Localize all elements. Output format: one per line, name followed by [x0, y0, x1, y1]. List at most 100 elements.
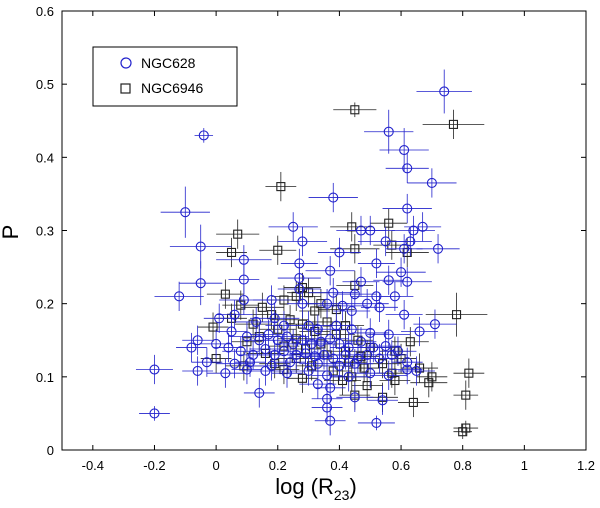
point-marker-circle [325, 415, 336, 426]
data-point-ngc628 [385, 300, 423, 330]
point-marker-square [362, 381, 372, 391]
data-point-ngc628 [277, 226, 328, 257]
point-marker-circle [392, 346, 404, 357]
data-point-ngc628 [234, 307, 278, 337]
point-marker-circle [402, 276, 413, 287]
point-marker-circle [263, 329, 274, 340]
point-marker-square [461, 390, 471, 400]
data-point-ngc628 [336, 382, 374, 412]
point-marker-circle [371, 258, 382, 269]
point-marker-square [297, 373, 307, 383]
data-point-ngc6946 [453, 424, 472, 440]
point-marker-circle [195, 278, 206, 289]
point-marker-circle [254, 387, 265, 398]
point-marker-circle [325, 382, 336, 393]
data-point-ngc628 [169, 224, 232, 269]
point-marker-circle [192, 365, 203, 377]
data-point-ngc6946 [422, 109, 485, 140]
data-point-ngc628 [216, 300, 254, 330]
data-point-ngc628 [314, 373, 346, 403]
data-point-ngc628 [376, 340, 408, 370]
data-point-ngc6946 [240, 292, 284, 322]
y-tick-label: 0.3 [36, 224, 54, 239]
point-marker-circle [380, 341, 391, 352]
data-point-ngc628 [317, 291, 368, 321]
point-marker-circle [386, 349, 397, 360]
legend-label-ngc6946: NGC6946 [141, 80, 203, 96]
data-point-ngc628 [370, 331, 402, 361]
data-point-ngc6946 [453, 380, 479, 410]
point-marker-circle [312, 358, 323, 369]
data-point-ngc628 [203, 303, 235, 333]
data-point-ngc628 [305, 256, 355, 286]
point-marker-square [226, 247, 237, 257]
x-tick-label: -0.4 [82, 458, 104, 473]
y-axis-label: P [0, 225, 23, 240]
point-marker-circle [399, 309, 410, 320]
point-marker-circle [340, 349, 351, 360]
data-point-ngc628 [290, 356, 328, 386]
point-marker-circle [214, 313, 225, 324]
data-point-ngc628 [176, 332, 207, 363]
data-point-ngc628 [330, 362, 368, 392]
data-point-ngc628 [290, 338, 321, 369]
point-marker-circle [266, 360, 277, 371]
data-point-ngc6946 [197, 312, 229, 342]
data-point-ngc628 [277, 274, 321, 304]
data-point-ngc628 [250, 303, 300, 333]
data-point-ngc628 [311, 324, 349, 354]
point-marker-circle [399, 243, 410, 254]
point-marker-circle [297, 236, 308, 247]
data-point-ngc628 [160, 186, 210, 238]
point-marker-circle [281, 331, 293, 342]
point-marker-circle [238, 274, 249, 285]
point-marker-circle [192, 335, 203, 346]
point-marker-square [273, 245, 283, 255]
data-point-ngc628 [370, 360, 408, 391]
data-point-ngc628 [296, 341, 334, 371]
point-marker-circle [241, 331, 252, 342]
point-marker-circle [315, 336, 326, 347]
point-marker-circle [349, 358, 360, 369]
x-axis-label: log (R23) [275, 474, 357, 503]
point-marker-circle [334, 247, 345, 258]
data-point-ngc628 [216, 316, 247, 347]
point-marker-circle [195, 241, 206, 252]
point-marker-square [408, 397, 418, 407]
data-point-ngc628 [268, 212, 318, 242]
point-marker-circle [402, 203, 413, 214]
x-tick-label: 0.8 [454, 458, 472, 473]
data-point-ngc628 [231, 354, 263, 385]
point-marker-circle [322, 402, 333, 413]
point-marker-circle [374, 302, 385, 313]
x-axis-label-close: ) [349, 474, 356, 499]
point-marker-circle [186, 342, 197, 353]
data-point-ngc628 [354, 358, 386, 388]
data-point-ngc6946 [216, 237, 247, 268]
data-point-ngc628 [274, 347, 306, 377]
point-marker-square [236, 300, 246, 310]
point-marker-circle [417, 221, 428, 232]
point-marker-circle [306, 338, 317, 349]
point-marker-circle [303, 320, 314, 331]
point-marker-circle [303, 365, 314, 377]
point-marker-circle [402, 163, 413, 174]
point-marker-circle [399, 144, 410, 156]
point-marker-circle [343, 342, 354, 353]
point-marker-circle [334, 360, 345, 371]
x-tick-label: 0.2 [269, 458, 287, 473]
point-marker-square [208, 322, 218, 332]
point-marker-circle [312, 324, 323, 335]
point-marker-circle [355, 276, 367, 287]
point-marker-square [257, 302, 267, 312]
data-point-ngc6946 [397, 387, 429, 418]
data-point-ngc628 [413, 309, 457, 339]
data-point-ngc6946 [453, 358, 485, 388]
data-point-ngc628 [135, 354, 173, 385]
data-point-ngc628 [333, 279, 377, 309]
y-tick-label: 0.5 [36, 77, 54, 92]
data-point-ngc628 [308, 278, 358, 308]
point-marker-square [451, 310, 462, 320]
data-point-ngc628 [376, 281, 414, 311]
